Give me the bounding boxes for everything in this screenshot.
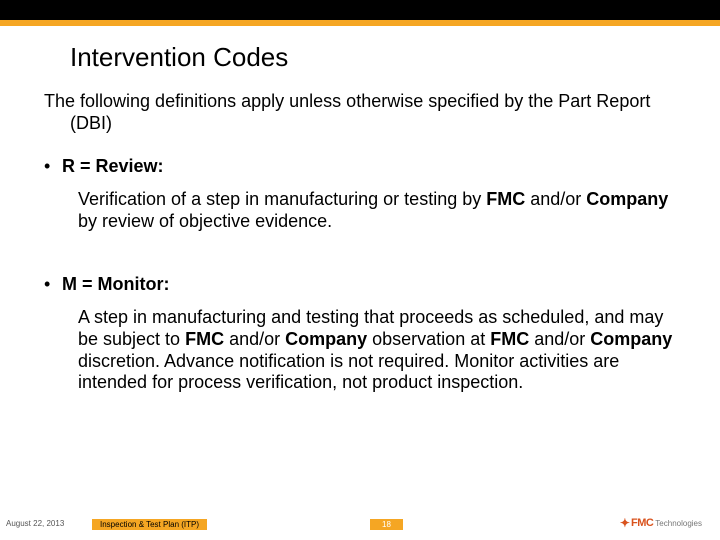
body-segment: discretion. Advance notification is not … [78,351,619,393]
bullet-heading-review: •R = Review: [44,156,680,177]
content-area: Intervention Codes The following definit… [0,26,720,394]
logo-star-icon: ✦ [620,516,630,530]
bold-term: Company [590,329,672,349]
body-review: Verification of a step in manufacturing … [78,189,680,232]
bullet-heading-monitor: •M = Monitor: [44,274,680,295]
heading-text: R = Review: [62,156,164,176]
intro-text: The following definitions apply unless o… [44,91,680,134]
body-segment: and/or [224,329,285,349]
code-block-review: •R = Review: Verification of a step in m… [70,156,680,232]
bold-term: FMC [185,329,224,349]
footer: August 22, 2013 Inspection & Test Plan (… [0,520,720,540]
bullet-dot: • [44,274,62,295]
bold-term: FMC [490,329,529,349]
footer-page-number: 18 [370,519,403,530]
bold-term: Company [586,189,668,209]
heading-text: M = Monitor: [62,274,169,294]
body-segment: observation at [367,329,490,349]
page-title: Intervention Codes [70,42,680,73]
intro-line: The following definitions apply unless o… [44,91,680,134]
body-monitor: A step in manufacturing and testing that… [78,307,680,393]
bold-term: Company [285,329,367,349]
code-block-monitor: •M = Monitor: A step in manufacturing an… [70,274,680,393]
top-bar [0,0,720,20]
body-segment: Verification of a step in manufacturing … [78,189,486,209]
footer-doc-title: Inspection & Test Plan (ITP) [92,519,207,530]
footer-date: August 22, 2013 [6,519,64,528]
body-segment: and/or [525,189,586,209]
footer-logo: ✦ FMC Technologies [620,516,702,530]
logo-fmc-text: FMC [631,517,653,529]
logo-tech-text: Technologies [655,519,702,528]
bold-term: FMC [486,189,525,209]
body-segment: and/or [529,329,590,349]
bullet-dot: • [44,156,62,177]
body-segment: by review of objective evidence. [78,211,332,231]
